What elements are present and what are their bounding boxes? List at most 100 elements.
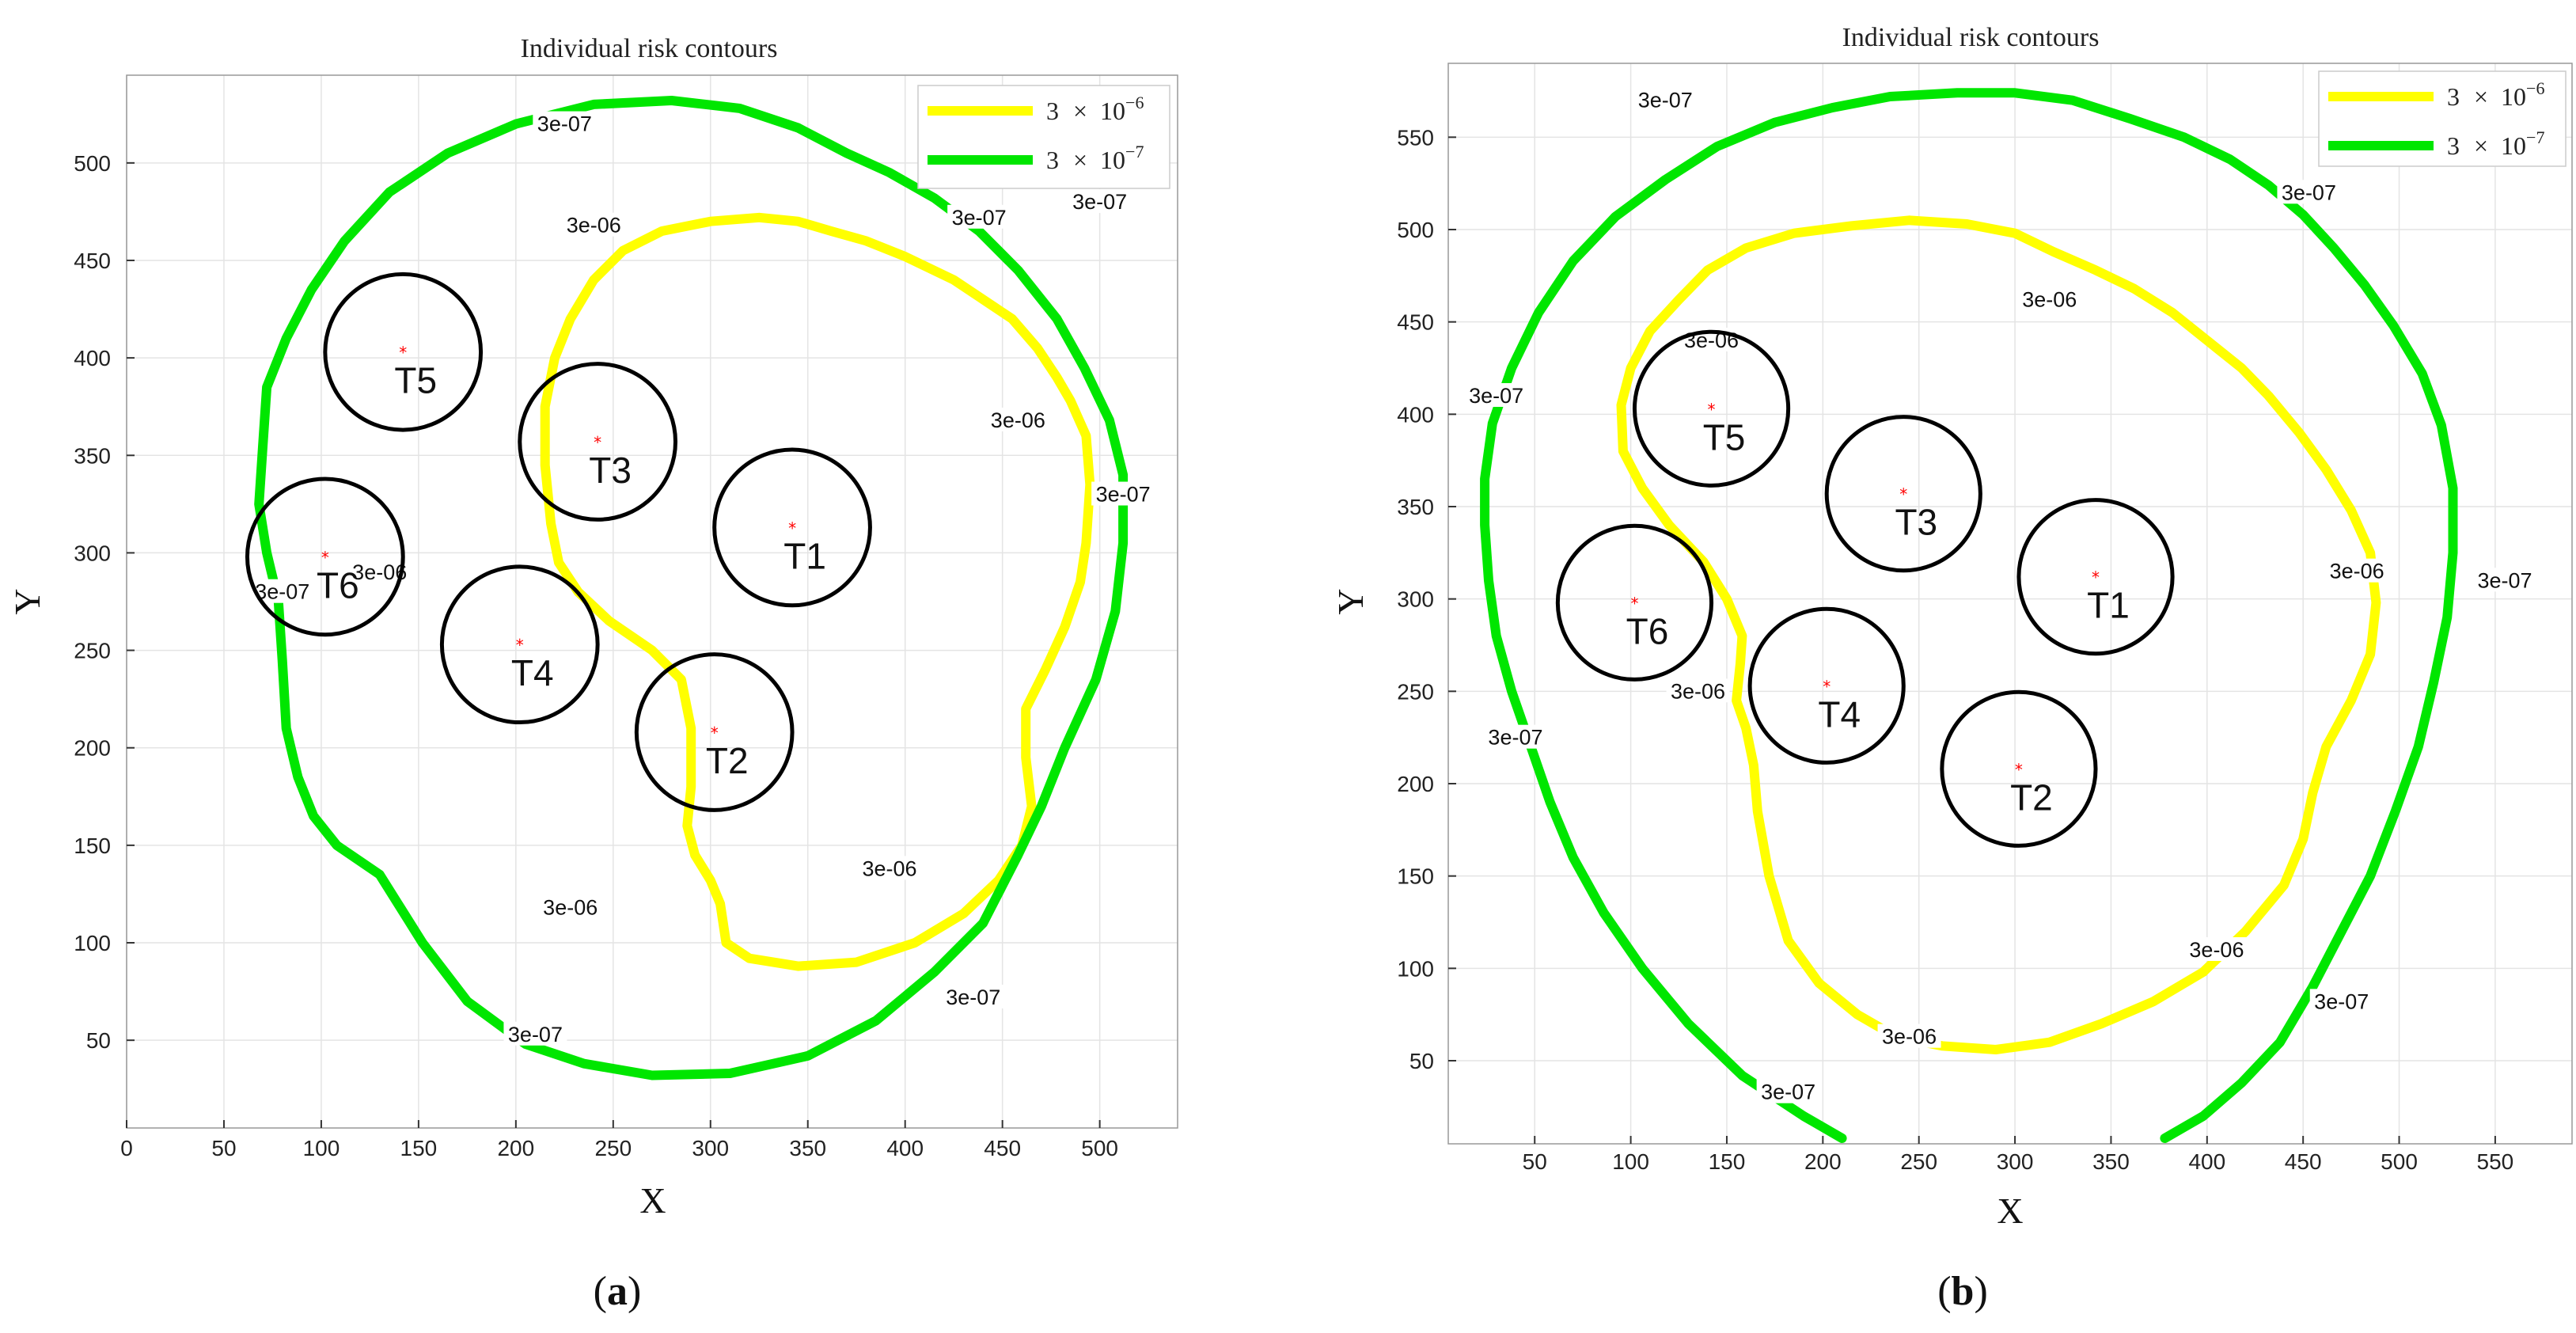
panel-a-turbine-circle-T6 — [245, 477, 405, 637]
panel-b-contour-3e-06 — [1616, 215, 2381, 1054]
panel-b-turbine-marker-T4: * — [1823, 677, 1831, 696]
panel-a-contour-label-0-0: 3e-06 — [567, 214, 621, 237]
panel-a-contour-label-bg-1-4 — [503, 1021, 567, 1046]
panel-b-ytick-label-9: 500 — [1397, 218, 1434, 242]
panel-a-contour-label-bg-1-0 — [533, 111, 597, 135]
panel-b-ytick-label-8: 450 — [1397, 310, 1434, 335]
panel-a-ytick-label-0: 50 — [86, 1028, 111, 1053]
panel-b-ytick-label-3: 200 — [1397, 772, 1434, 796]
panel-a-contour-label-0-1: 3e-06 — [991, 408, 1045, 432]
panel-a-turbine-marker-T6: * — [321, 548, 329, 567]
panel-a-turbine-marker-T4: * — [516, 636, 524, 655]
panel-a-legend: 3 × 10−6 3 × 10−7 — [917, 85, 1170, 189]
panel-a-ytick-label-5: 300 — [74, 541, 111, 565]
panel-b-plot-frame — [1447, 63, 2573, 1145]
panel-b-legend-label-1: 3 × 10−7 — [2447, 127, 2544, 160]
panel-b-title: Individual risk contours — [1842, 23, 2100, 52]
panel-b-ytick-label-0: 50 — [1409, 1049, 1434, 1073]
panel-b-turbine-label-T5: T5 — [1703, 416, 1746, 458]
panel-a-turbine-marker-T2: * — [711, 723, 719, 742]
panel-b-xtick-label-4: 250 — [1900, 1149, 1937, 1174]
panel-b-contour-label-bg-1-6 — [2309, 989, 2373, 1013]
panel-a-turbine-label-T5: T5 — [394, 360, 437, 401]
panel-b-contour-label-1-5: 3e-07 — [2478, 568, 2532, 592]
panel-a-grid — [126, 75, 1178, 1128]
panel-b-contour-label-bg-0-3 — [1666, 678, 1730, 703]
panel-a-turbine-label-T4: T4 — [511, 652, 554, 693]
panel-b-contour-label-0-4: 3e-06 — [1882, 1025, 1937, 1049]
panel-a-chart: Individual risk contours 0 50 100 150 200 250… — [7, 34, 1178, 1314]
panel-a-title: Individual risk contours — [521, 34, 778, 63]
panel-a-contour-3e-06 — [540, 212, 1095, 971]
panel-a-turbine-label-T2: T2 — [706, 740, 749, 781]
panel-b-contour-label-1-4: 3e-07 — [2282, 180, 2336, 204]
panel-a-contour-label-bg-0-1 — [986, 407, 1050, 431]
panel-a-xtick-label-1: 50 — [211, 1136, 236, 1160]
panel-b-turbine-label-T1: T1 — [2087, 585, 2130, 626]
panel-b-contour-label-1-6: 3e-07 — [2314, 989, 2369, 1013]
panel-a-ytick-label-9: 500 — [74, 151, 111, 176]
panel-a-caption-letter: a — [607, 1269, 628, 1314]
panel-a-turbine-label-T6: T6 — [317, 564, 359, 606]
panel-a-ytick-label-7: 400 — [74, 346, 111, 370]
panel-b-contour-label-1-2: 3e-07 — [1488, 726, 1542, 750]
panel-a-ytick-label-6: 350 — [74, 443, 111, 468]
panel-a-contour-label-bg-1-6 — [1068, 189, 1132, 214]
panel-b-ytick-label-7: 400 — [1397, 402, 1434, 427]
panel-a-turbine-label-T1: T1 — [783, 535, 826, 576]
panel-a-xtick-label-5: 250 — [594, 1136, 632, 1160]
panel-b-ytick-label-4: 250 — [1397, 679, 1434, 704]
panel-b-contour-label-bg-0-4 — [1877, 1023, 1941, 1048]
panel-b-contour-label-bg-1-2 — [1483, 724, 1547, 749]
panel-b-contours: 3e-063e-063e-063e-063e-063e-063e-073e-07… — [1464, 87, 2537, 1143]
panel-a-contour-label-1-4: 3e-07 — [508, 1023, 563, 1046]
panel-b-contour-label-0-5: 3e-06 — [2189, 938, 2244, 962]
panel-b-contour-label-bg-0-2 — [2325, 558, 2389, 583]
panel-b-legend: 3 × 10−6 3 × 10−7 — [2318, 70, 2567, 167]
panel-a-ytick-label-1: 100 — [74, 931, 111, 955]
panel-a-contour-label-1-3: 3e-07 — [255, 580, 309, 604]
panel-a-contour-label-0-3: 3e-06 — [543, 896, 598, 920]
panel-a-ytick-label-3: 200 — [74, 736, 111, 761]
panel-b-ytick-label-10: 550 — [1397, 125, 1434, 150]
panel-b-turbine-marker-T5: * — [1708, 400, 1716, 419]
panel-b-turbine-label-T2: T2 — [2010, 777, 2053, 818]
panel-b-contour-label-bg-0-1 — [2017, 287, 2081, 311]
panel-a-turbine-circle-T4 — [439, 564, 600, 725]
panel-b-xlabel: X — [1997, 1191, 2023, 1231]
panel-b-chart: Individual risk contours 50 100 150 200 250 3… — [1330, 23, 2573, 1314]
panel-b-xtick-label-9: 500 — [2381, 1149, 2418, 1174]
panel-a-contour-label-bg-0-0 — [562, 212, 626, 237]
panel-b-turbine-label-T4: T4 — [1818, 693, 1861, 735]
panel-b-contour-label-bg-0-5 — [2184, 937, 2248, 961]
panel-a-turbine-circle-T2 — [634, 652, 795, 812]
panel-b-caption: (b) — [1937, 1269, 1988, 1314]
panel-b-contour-label-0-3: 3e-06 — [1671, 679, 1725, 703]
panel-b-turbine-marker-T6: * — [1630, 594, 1638, 613]
panel-b-xtick-label-10: 550 — [2477, 1149, 2514, 1174]
panel-b-contour-label-bg-1-5 — [2473, 568, 2537, 592]
panel-a-contour-label-bg-1-1 — [947, 204, 1011, 229]
panel-b-turbine-label-T6: T6 — [1626, 610, 1669, 651]
panel-b-turbine-marker-T2: * — [2015, 760, 2023, 779]
panel-a-ytick-label-2: 150 — [74, 834, 111, 858]
panel-a-contour-label-bg-0-4 — [858, 856, 922, 880]
panel-b-xtick-label-0: 50 — [1523, 1149, 1547, 1174]
panel-a-contour-label-bg-0-3 — [538, 894, 602, 919]
panel-a-xlabel: X — [639, 1180, 666, 1221]
panel-a-turbine-circle-T1 — [712, 447, 872, 608]
panel-b-contour-label-0-2: 3e-06 — [2330, 560, 2384, 583]
panel-b-contour-label-1-3: 3e-07 — [1761, 1080, 1815, 1104]
panel-b-xtick-label-3: 200 — [1804, 1149, 1842, 1174]
panel-b-legend-label-0: 3 × 10−6 — [2447, 78, 2544, 111]
panel-a-xtick-label-3: 150 — [400, 1136, 438, 1160]
panel-a-plot-frame — [126, 74, 1178, 1129]
panel-b-xtick-label-2: 150 — [1709, 1149, 1746, 1174]
panel-a-ytick-label-4: 250 — [74, 639, 111, 663]
panel-b-xtick-label-6: 350 — [2092, 1149, 2130, 1174]
panel-a-turbine-circle-T5 — [323, 272, 484, 432]
panel-b-ylabel: Y — [1330, 588, 1371, 614]
panel-a-contour-label-1-5: 3e-07 — [946, 986, 1000, 1009]
panel-a-contour-label-1-2: 3e-07 — [1096, 483, 1151, 507]
